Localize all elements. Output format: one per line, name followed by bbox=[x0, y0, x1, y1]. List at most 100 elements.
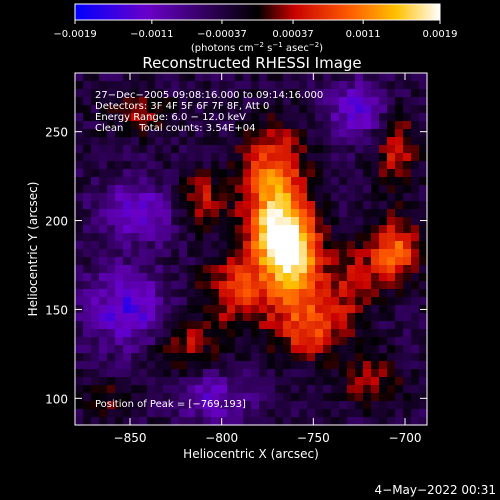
heatmap-cell bbox=[307, 81, 316, 90]
heatmap-cell bbox=[251, 225, 260, 234]
heatmap-cell bbox=[395, 305, 404, 314]
heatmap-cell bbox=[299, 281, 308, 290]
heatmap-cell bbox=[163, 257, 172, 266]
heatmap-cell bbox=[259, 169, 268, 178]
heatmap-cell bbox=[235, 129, 244, 138]
heatmap-cell bbox=[155, 161, 164, 170]
heatmap-cell bbox=[379, 129, 388, 138]
heatmap-cell bbox=[91, 129, 100, 138]
heatmap-cell bbox=[299, 81, 308, 90]
heatmap-cell bbox=[299, 121, 308, 130]
heatmap-cell bbox=[267, 329, 276, 338]
heatmap-cell bbox=[355, 361, 364, 370]
heatmap-cell bbox=[387, 209, 396, 218]
peak-position-label: Position of Peak = [−769,193] bbox=[95, 399, 246, 410]
heatmap-cell bbox=[235, 241, 244, 250]
heatmap-cell bbox=[115, 337, 124, 346]
heatmap-cell bbox=[315, 337, 324, 346]
heatmap-cell bbox=[243, 137, 252, 146]
heatmap-cell bbox=[227, 233, 236, 242]
heatmap-cell bbox=[163, 345, 172, 354]
heatmap-cell bbox=[139, 105, 148, 114]
heatmap-cell bbox=[131, 417, 140, 426]
heatmap-cell bbox=[419, 129, 428, 138]
heatmap-cell bbox=[147, 113, 156, 122]
heatmap-cell bbox=[211, 265, 220, 274]
heatmap-cell bbox=[299, 361, 308, 370]
heatmap-cell bbox=[251, 369, 260, 378]
heatmap-cell bbox=[251, 145, 260, 154]
heatmap-cell bbox=[323, 337, 332, 346]
heatmap-cell bbox=[403, 241, 412, 250]
heatmap-cell bbox=[107, 73, 116, 82]
heatmap-cell bbox=[75, 73, 84, 82]
heatmap-cell bbox=[107, 169, 116, 178]
heatmap-cell bbox=[403, 257, 412, 266]
heatmap-cell bbox=[115, 145, 124, 154]
heatmap-cell bbox=[163, 225, 172, 234]
heatmap-cell bbox=[411, 137, 420, 146]
heatmap-cell bbox=[395, 73, 404, 82]
heatmap-cell bbox=[315, 257, 324, 266]
heatmap-cell bbox=[411, 361, 420, 370]
heatmap-cell bbox=[275, 393, 284, 402]
heatmap-cell bbox=[99, 345, 108, 354]
heatmap-cell bbox=[107, 217, 116, 226]
heatmap-cell bbox=[203, 193, 212, 202]
heatmap-cell bbox=[347, 169, 356, 178]
heatmap-cell bbox=[107, 369, 116, 378]
heatmap-cell bbox=[315, 169, 324, 178]
heatmap-cell bbox=[371, 233, 380, 242]
heatmap-cell bbox=[155, 121, 164, 130]
heatmap-cell bbox=[419, 401, 428, 410]
heatmap-cell bbox=[99, 121, 108, 130]
heatmap-cell bbox=[251, 113, 260, 122]
heatmap-cell bbox=[243, 321, 252, 330]
heatmap-cell bbox=[179, 169, 188, 178]
heatmap-cell bbox=[219, 361, 228, 370]
heatmap-cell bbox=[227, 169, 236, 178]
heatmap-cell bbox=[355, 193, 364, 202]
heatmap-cell bbox=[139, 345, 148, 354]
heatmap-cell bbox=[419, 241, 428, 250]
heatmap-cell bbox=[331, 89, 340, 98]
heatmap-cell bbox=[251, 81, 260, 90]
heatmap-cell bbox=[243, 305, 252, 314]
heatmap-cell bbox=[315, 193, 324, 202]
heatmap-cell bbox=[323, 361, 332, 370]
heatmap-cell bbox=[251, 193, 260, 202]
heatmap-cell bbox=[283, 161, 292, 170]
heatmap-cell bbox=[131, 225, 140, 234]
heatmap-cell bbox=[403, 297, 412, 306]
heatmap-cell bbox=[283, 193, 292, 202]
heatmap-cell bbox=[99, 153, 108, 162]
heatmap-cell bbox=[267, 193, 276, 202]
heatmap-cell bbox=[331, 169, 340, 178]
heatmap-cell bbox=[403, 201, 412, 210]
heatmap-cell bbox=[347, 113, 356, 122]
heatmap-cell bbox=[155, 265, 164, 274]
heatmap-cell bbox=[251, 169, 260, 178]
heatmap-cell bbox=[363, 345, 372, 354]
heatmap-cell bbox=[203, 217, 212, 226]
heatmap-cell bbox=[243, 89, 252, 98]
heatmap-cell bbox=[339, 169, 348, 178]
heatmap-cell bbox=[171, 353, 180, 362]
colorbar bbox=[74, 3, 441, 21]
heatmap-cell bbox=[315, 225, 324, 234]
heatmap-cell bbox=[387, 129, 396, 138]
heatmap-cell bbox=[75, 401, 84, 410]
heatmap-cell bbox=[299, 177, 308, 186]
heatmap-cell bbox=[195, 113, 204, 122]
heatmap-cell bbox=[227, 177, 236, 186]
heatmap-cell bbox=[387, 369, 396, 378]
heatmap-cell bbox=[243, 249, 252, 258]
heatmap-cell bbox=[139, 281, 148, 290]
heatmap-cell bbox=[123, 241, 132, 250]
heatmap-cell bbox=[259, 89, 268, 98]
heatmap-cell bbox=[195, 361, 204, 370]
heatmap-cell bbox=[355, 89, 364, 98]
heatmap-cell bbox=[291, 289, 300, 298]
heatmap-cell bbox=[179, 377, 188, 386]
heatmap-cell bbox=[99, 257, 108, 266]
